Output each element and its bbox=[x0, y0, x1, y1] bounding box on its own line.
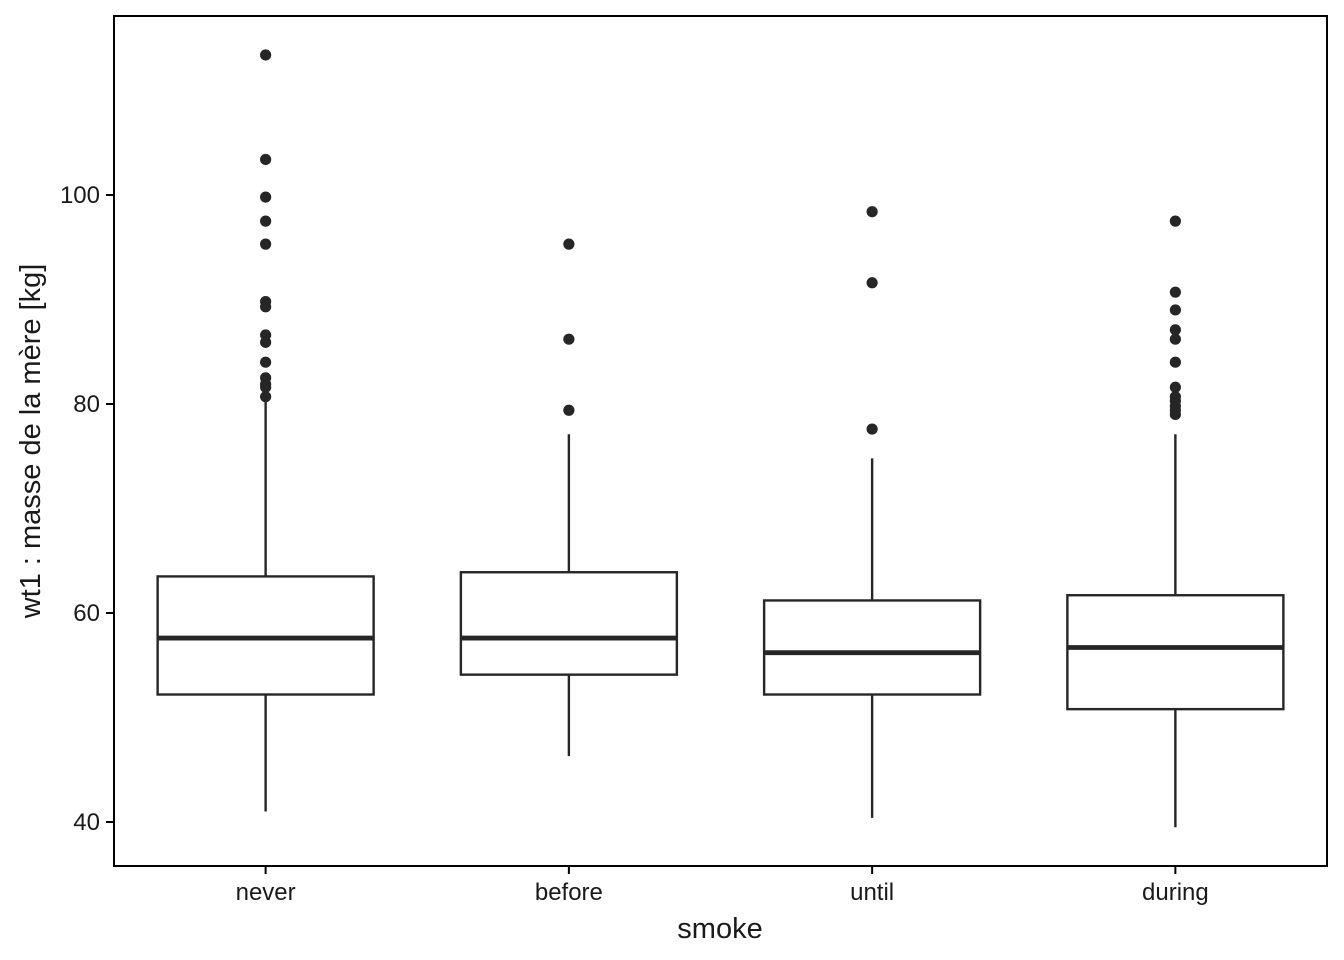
outlier-point bbox=[260, 391, 272, 403]
y-tick-label: 60 bbox=[73, 600, 100, 627]
y-tick-label: 40 bbox=[73, 809, 100, 836]
outlier-point bbox=[1169, 304, 1181, 316]
box-iqr bbox=[762, 599, 982, 696]
outlier-point bbox=[866, 206, 878, 218]
outlier-point bbox=[1169, 408, 1181, 421]
x-tick-label-before: before bbox=[535, 879, 603, 906]
outlier-point bbox=[1169, 333, 1181, 345]
y-tick-label: 80 bbox=[73, 391, 100, 418]
y-tick-label: 100 bbox=[60, 182, 100, 209]
outlier-point bbox=[260, 153, 272, 166]
outlier-point bbox=[260, 381, 272, 393]
outlier-point bbox=[1169, 286, 1181, 298]
x-tick-label-never: never bbox=[236, 879, 296, 906]
plot-panel bbox=[113, 15, 1328, 867]
x-tick-label-during: during bbox=[1142, 879, 1209, 906]
box-group-before bbox=[459, 434, 679, 757]
outlier-point bbox=[563, 238, 575, 250]
box-iqr bbox=[459, 571, 679, 676]
outlier-point bbox=[260, 336, 272, 348]
outlier-point bbox=[563, 333, 575, 345]
box-iqr bbox=[156, 575, 375, 696]
outlier-point bbox=[260, 238, 272, 250]
outlier-point bbox=[1169, 324, 1181, 336]
outlier-point bbox=[563, 404, 575, 416]
box-group-never bbox=[156, 400, 375, 812]
outlier-point bbox=[866, 423, 878, 435]
outlier-point bbox=[1169, 356, 1181, 368]
box-iqr bbox=[1066, 594, 1285, 711]
outlier-point bbox=[866, 277, 878, 289]
outlier-point bbox=[260, 215, 272, 227]
outlier-point bbox=[260, 356, 272, 368]
x-axis-title: smoke bbox=[677, 913, 762, 945]
x-tick-label-until: until bbox=[850, 879, 894, 906]
y-axis-title: wt1 : masse de la mère [kg] bbox=[15, 264, 47, 620]
outlier-point bbox=[260, 191, 272, 203]
box-group-until bbox=[762, 458, 982, 818]
outlier-point bbox=[1169, 215, 1181, 227]
outlier-point bbox=[260, 301, 272, 313]
outlier-point bbox=[260, 49, 272, 61]
outlier-point bbox=[1169, 381, 1181, 393]
box-group-during bbox=[1066, 434, 1285, 828]
